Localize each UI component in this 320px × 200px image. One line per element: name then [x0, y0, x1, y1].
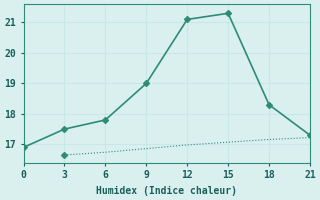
X-axis label: Humidex (Indice chaleur): Humidex (Indice chaleur)	[96, 186, 237, 196]
